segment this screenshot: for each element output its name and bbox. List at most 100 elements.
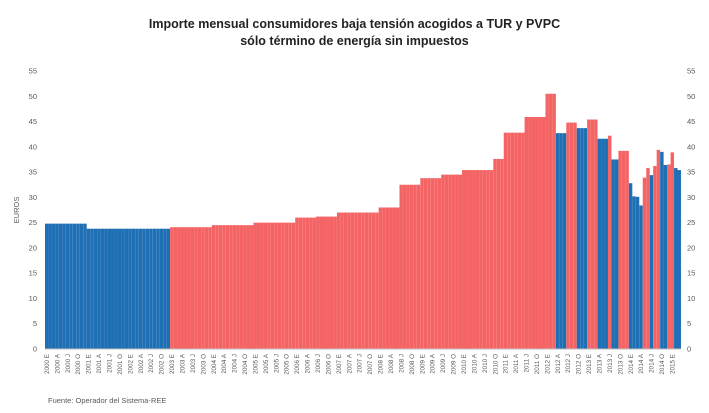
x-tick-label: 2012 A	[555, 353, 562, 373]
bar	[173, 227, 178, 349]
y-tick-label: 35	[29, 168, 37, 177]
x-tick-label: 2013 O	[617, 354, 624, 375]
bar	[538, 117, 542, 349]
bar	[107, 228, 111, 349]
bar	[229, 225, 233, 349]
y-tick-label-right: 55	[687, 67, 695, 76]
bar	[507, 132, 511, 349]
bar	[451, 174, 456, 349]
x-tick-label: 2002 O	[159, 354, 166, 375]
bar	[475, 170, 480, 349]
bar	[225, 225, 230, 349]
x-tick-label: 2004 O	[242, 354, 249, 375]
bar	[284, 222, 289, 349]
bar	[576, 128, 581, 349]
x-tick-label: 2001 J	[107, 354, 114, 373]
x-tick-label: 2000 O	[75, 354, 82, 375]
bar	[180, 227, 184, 349]
bar	[250, 225, 254, 349]
bar	[187, 227, 191, 349]
chart-title: Importe mensual consumidores baja tensió…	[0, 16, 709, 50]
bar	[357, 212, 362, 349]
y-tick-label-right: 50	[687, 92, 695, 101]
bar	[434, 178, 438, 349]
y-tick-label: 5	[33, 319, 37, 328]
y-tick-label: 50	[29, 92, 37, 101]
y-tick-label-right: 15	[687, 269, 695, 278]
x-tick-label: 2012 J	[565, 354, 572, 373]
bar	[260, 222, 264, 349]
bar	[385, 207, 390, 349]
bar	[503, 132, 508, 349]
bar	[562, 133, 567, 349]
bar	[281, 222, 285, 349]
x-tick-label: 2000 J	[65, 354, 72, 373]
x-tick-label: 2011 J	[524, 354, 531, 372]
bar	[535, 117, 539, 349]
bar	[541, 117, 546, 349]
y-axis-title: EUROS	[12, 197, 21, 224]
bar	[371, 212, 376, 349]
bar	[406, 184, 410, 349]
bar	[465, 170, 469, 349]
x-tick-label: 2005 E	[253, 354, 260, 374]
y-tick-label: 40	[29, 142, 37, 151]
bar	[211, 225, 216, 349]
bar	[604, 138, 608, 349]
bar	[639, 205, 643, 349]
bar	[90, 228, 94, 349]
bar	[566, 122, 570, 349]
bar	[614, 159, 619, 349]
bar	[583, 128, 588, 349]
bar	[194, 227, 198, 349]
x-tick-label: 2015 E	[670, 354, 677, 374]
bar	[159, 228, 164, 349]
bar	[448, 174, 452, 349]
bar	[462, 170, 466, 349]
y-tick-label-right: 25	[687, 218, 695, 227]
bar	[184, 227, 188, 349]
bar	[444, 174, 449, 349]
x-tick-label: 2012 O	[576, 354, 583, 375]
x-axis-labels: 2000 E 2000 A 2000 J 2000 O 2001 E 2001 A 2001…	[44, 353, 677, 374]
bar	[416, 184, 421, 349]
bar	[263, 222, 268, 349]
x-tick-label: 2004 E	[211, 354, 218, 374]
bar	[45, 223, 49, 349]
x-tick-label: 2008 O	[409, 354, 416, 375]
x-tick-label: 2014 J	[649, 354, 656, 373]
x-tick-label: 2000 A	[54, 353, 61, 373]
bar	[514, 132, 518, 349]
bar	[482, 170, 487, 349]
bar	[69, 223, 73, 349]
bar	[608, 135, 612, 349]
bar	[396, 207, 400, 349]
bar	[117, 228, 122, 349]
x-tick-label: 2012 E	[544, 354, 551, 374]
x-tick-label: 2002 A	[138, 353, 145, 373]
x-tick-label: 2009 J	[440, 354, 447, 373]
bar	[555, 133, 560, 349]
x-tick-label: 2001 E	[86, 354, 93, 374]
bar	[496, 158, 501, 349]
bar	[590, 119, 595, 350]
bar	[97, 228, 101, 349]
bar	[295, 217, 299, 349]
x-tick-label: 2007 O	[367, 354, 374, 375]
bar	[149, 228, 153, 349]
bar	[427, 178, 431, 349]
bar	[573, 122, 577, 349]
x-tick-label: 2003 A	[180, 353, 187, 373]
chart-title-line-2: sólo término de energía sin impuestos	[240, 34, 469, 48]
bar	[58, 223, 63, 349]
bar	[79, 223, 84, 349]
bar	[145, 228, 150, 349]
bar	[361, 212, 365, 349]
bar	[559, 133, 563, 349]
bar	[333, 216, 337, 349]
bar	[302, 217, 306, 349]
bar	[197, 227, 202, 349]
bar	[423, 178, 428, 349]
bar	[274, 222, 278, 349]
x-tick-label: 2010 O	[492, 354, 499, 375]
